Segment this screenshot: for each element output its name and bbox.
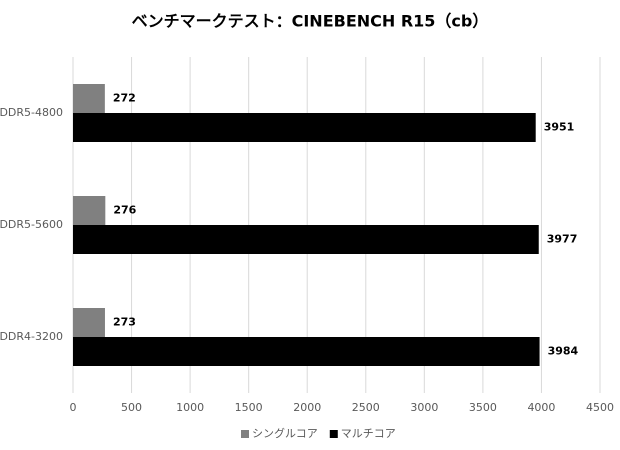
x-tick-label: 1000 [176, 401, 204, 414]
value-label: 276 [113, 204, 136, 217]
y-tick-label: DDR4-3200 [0, 330, 63, 343]
legend-label: シングルコア [252, 426, 318, 440]
chart-title: ベンチマークテスト：CINEBENCH R15（cb） [132, 12, 489, 31]
x-tick-label: 1500 [235, 401, 263, 414]
bar [73, 84, 105, 113]
x-tick-label: 4000 [527, 401, 555, 414]
value-label: 3984 [548, 345, 579, 358]
bar [73, 113, 536, 142]
y-tick-label: DDR5-4800 [0, 106, 63, 119]
bar [73, 337, 540, 366]
bar [73, 225, 539, 254]
x-tick-label: 2000 [293, 401, 321, 414]
legend-label: マルチコア [341, 427, 396, 440]
legend-swatch [329, 430, 338, 438]
value-label: 273 [113, 316, 136, 329]
x-tick-label: 3500 [469, 401, 497, 414]
legend-swatch [241, 430, 249, 438]
x-tick-label: 3000 [410, 401, 438, 414]
x-tick-label: 0 [70, 401, 77, 414]
x-tick-label: 4500 [586, 401, 614, 414]
value-label: 272 [113, 92, 136, 105]
x-tick-label: 2500 [352, 401, 380, 414]
y-tick-label: DDR5-5600 [0, 218, 63, 231]
bar [73, 308, 105, 337]
bar [73, 196, 106, 225]
value-label: 3951 [544, 121, 575, 134]
x-tick-label: 500 [121, 401, 142, 414]
value-label: 3977 [547, 233, 578, 246]
